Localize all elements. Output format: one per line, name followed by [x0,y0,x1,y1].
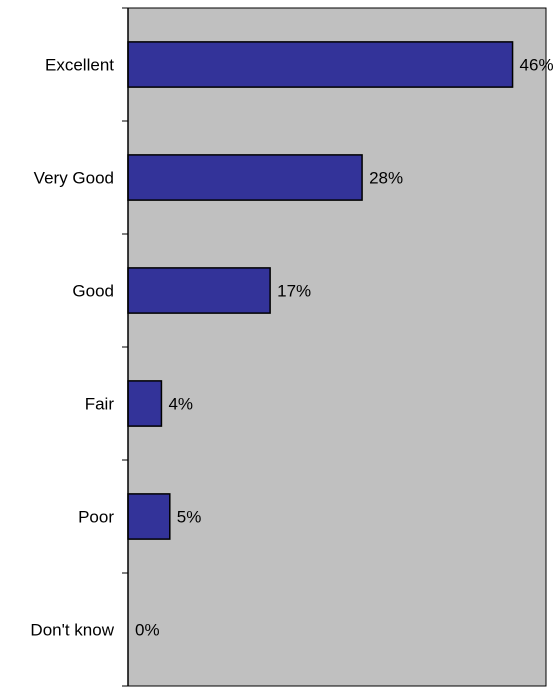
bar-very-good [127,154,363,201]
bar-fair [127,380,163,427]
category-axis [122,7,129,687]
bar-poor [127,493,171,540]
category-label: Very Good [34,169,114,188]
bar-excellent [127,41,514,88]
bars-group [127,41,514,540]
data-label: 5% [177,508,202,527]
category-label: Good [72,282,114,301]
data-label: 17% [277,282,311,301]
data-label: 28% [369,169,403,188]
data-label: 46% [520,56,554,75]
bar-good [127,267,271,314]
category-label: Poor [78,508,114,527]
category-label: Don't know [30,621,114,640]
category-label: Excellent [45,56,114,75]
data-label: 0% [135,621,160,640]
category-label: Fair [85,395,115,414]
data-label: 4% [168,395,193,414]
labels-group: Excellent 46% Very Good 28% Good 17% Fair 4% Poo… [30,56,553,640]
plot-area [127,7,547,687]
